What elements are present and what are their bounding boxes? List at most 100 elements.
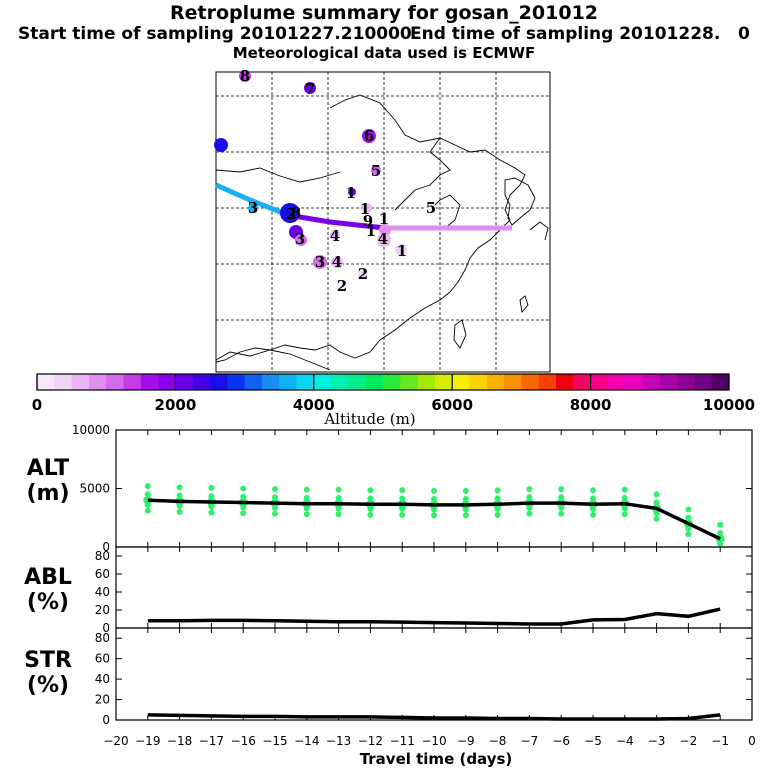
panel-frame	[115, 627, 753, 721]
map-marker-label: 9	[363, 212, 373, 230]
colorbar-swatch	[210, 374, 228, 390]
plume-dot	[685, 531, 692, 538]
y-tick-label: 0	[102, 713, 110, 727]
colorbar-swatch	[521, 374, 540, 390]
trajectory-segment-mid	[287, 212, 386, 231]
y-tick-label: 60	[95, 652, 110, 666]
plume-dot	[558, 510, 565, 517]
panel-frame	[115, 546, 753, 629]
y-tick-label: 60	[95, 567, 110, 581]
colorbar-swatch	[607, 374, 626, 390]
map-marker-label: 1	[360, 200, 370, 218]
plume-dot	[335, 494, 342, 501]
x-tick-label: −3	[648, 734, 666, 748]
map-marker-label: 1	[346, 184, 356, 202]
plume-dot	[685, 514, 692, 521]
x-axis: −20 −19 −18 −17 −16 −15 −14 −13 −12 −11 −10 −9 −8 −7−…	[103, 734, 755, 748]
x-tick-label: −1	[711, 734, 729, 748]
coastlines	[215, 94, 549, 371]
map-marker	[362, 203, 372, 213]
y-tick-label: 20	[95, 603, 110, 617]
colorbar-swatch	[590, 374, 609, 390]
plume-dot	[494, 495, 501, 502]
colorbar-swatch	[452, 374, 470, 390]
plume-dot	[208, 484, 215, 491]
plume-dot	[144, 491, 151, 498]
alt-axis-title: ALT (m)	[18, 456, 78, 506]
colorbar-swatch	[625, 374, 643, 390]
plume-dot	[144, 483, 151, 490]
colorbar-swatch	[486, 374, 505, 390]
panel-str: 0 20 40 60 80	[95, 627, 753, 727]
str-axis-title: STR (%)	[18, 648, 78, 698]
plume-dot	[208, 493, 215, 500]
abl-label: ABL	[24, 565, 72, 590]
map-marker-label: 6	[364, 127, 374, 145]
plume-dot	[303, 486, 310, 493]
plume-dot	[367, 487, 374, 494]
plume-dot	[558, 486, 565, 493]
colorbar-swatch	[365, 374, 384, 390]
map-marker	[377, 233, 391, 247]
str-unit: (%)	[26, 673, 70, 698]
sampling-end-suffix: 0	[738, 24, 750, 44]
x-tick-label: −12	[358, 734, 383, 748]
map-marker-label: 3	[315, 253, 325, 271]
x-tick-label: −2	[680, 734, 698, 748]
plume-dot	[399, 495, 406, 502]
y-tick-label: 80	[95, 631, 110, 645]
altitude-colorbar: 0 2000 4000 6000 8000 10000	[32, 373, 755, 414]
colorbar-swatch	[106, 374, 124, 390]
x-tick-label: 0	[748, 734, 756, 748]
plume-dot	[272, 486, 278, 493]
x-tick-label: −5	[584, 734, 602, 748]
colorbar-tick-label: 10000	[703, 396, 755, 414]
map-marker	[295, 234, 307, 246]
plume-dot	[431, 512, 437, 519]
map-marker-label: 7	[305, 80, 315, 98]
map-marker	[313, 255, 327, 269]
colorbar-swatch	[383, 374, 401, 390]
plume-dot	[240, 493, 247, 500]
x-tick-label: −9	[457, 734, 475, 748]
plume-dot	[717, 521, 724, 528]
map-marker-label: 5	[371, 162, 381, 180]
colorbar-tick-label: 2000	[155, 396, 197, 414]
plume-dot	[526, 510, 533, 517]
y-tick-label: 40	[95, 585, 110, 599]
map-marker	[280, 203, 300, 223]
colorbar-swatch	[313, 374, 332, 390]
colorbar-swatch	[175, 374, 194, 390]
colorbar-swatch	[504, 374, 522, 390]
map-marker-label: 3	[295, 230, 305, 248]
y-tick-label: 5000	[79, 482, 110, 496]
plume-dot	[462, 496, 469, 503]
map-marker	[371, 165, 381, 175]
y-tick-label: 20	[95, 693, 110, 707]
plume-dot	[526, 494, 533, 501]
plume-dot	[176, 508, 183, 515]
map-marker-label: 1	[379, 210, 389, 228]
met-data-note: Meteorological data used is ECMWF	[232, 44, 536, 62]
plume-dot	[144, 507, 151, 514]
colorbar-swatch	[677, 374, 695, 390]
x-tick-label: −4	[616, 734, 634, 748]
abl-unit: (%)	[26, 590, 70, 615]
plot-title: Retroplume summary for gosan_201012	[169, 2, 599, 24]
sampling-start: Start time of sampling 20101227.210000	[18, 24, 412, 44]
colorbar-swatch	[37, 374, 55, 390]
plume-dot	[240, 510, 247, 517]
colorbar-swatch	[642, 374, 661, 390]
alt-label: ALT	[26, 456, 70, 481]
y-tick-label: 0	[102, 621, 110, 635]
map-marker-label: 2	[337, 277, 347, 295]
plume-dot	[621, 511, 628, 518]
colorbar-swatch	[261, 374, 280, 390]
map-marker-label: 2	[286, 205, 296, 223]
plume-dot	[176, 484, 183, 491]
plume-dot	[526, 486, 533, 493]
plume-dot	[272, 494, 278, 501]
colorbar-swatch	[556, 374, 574, 390]
